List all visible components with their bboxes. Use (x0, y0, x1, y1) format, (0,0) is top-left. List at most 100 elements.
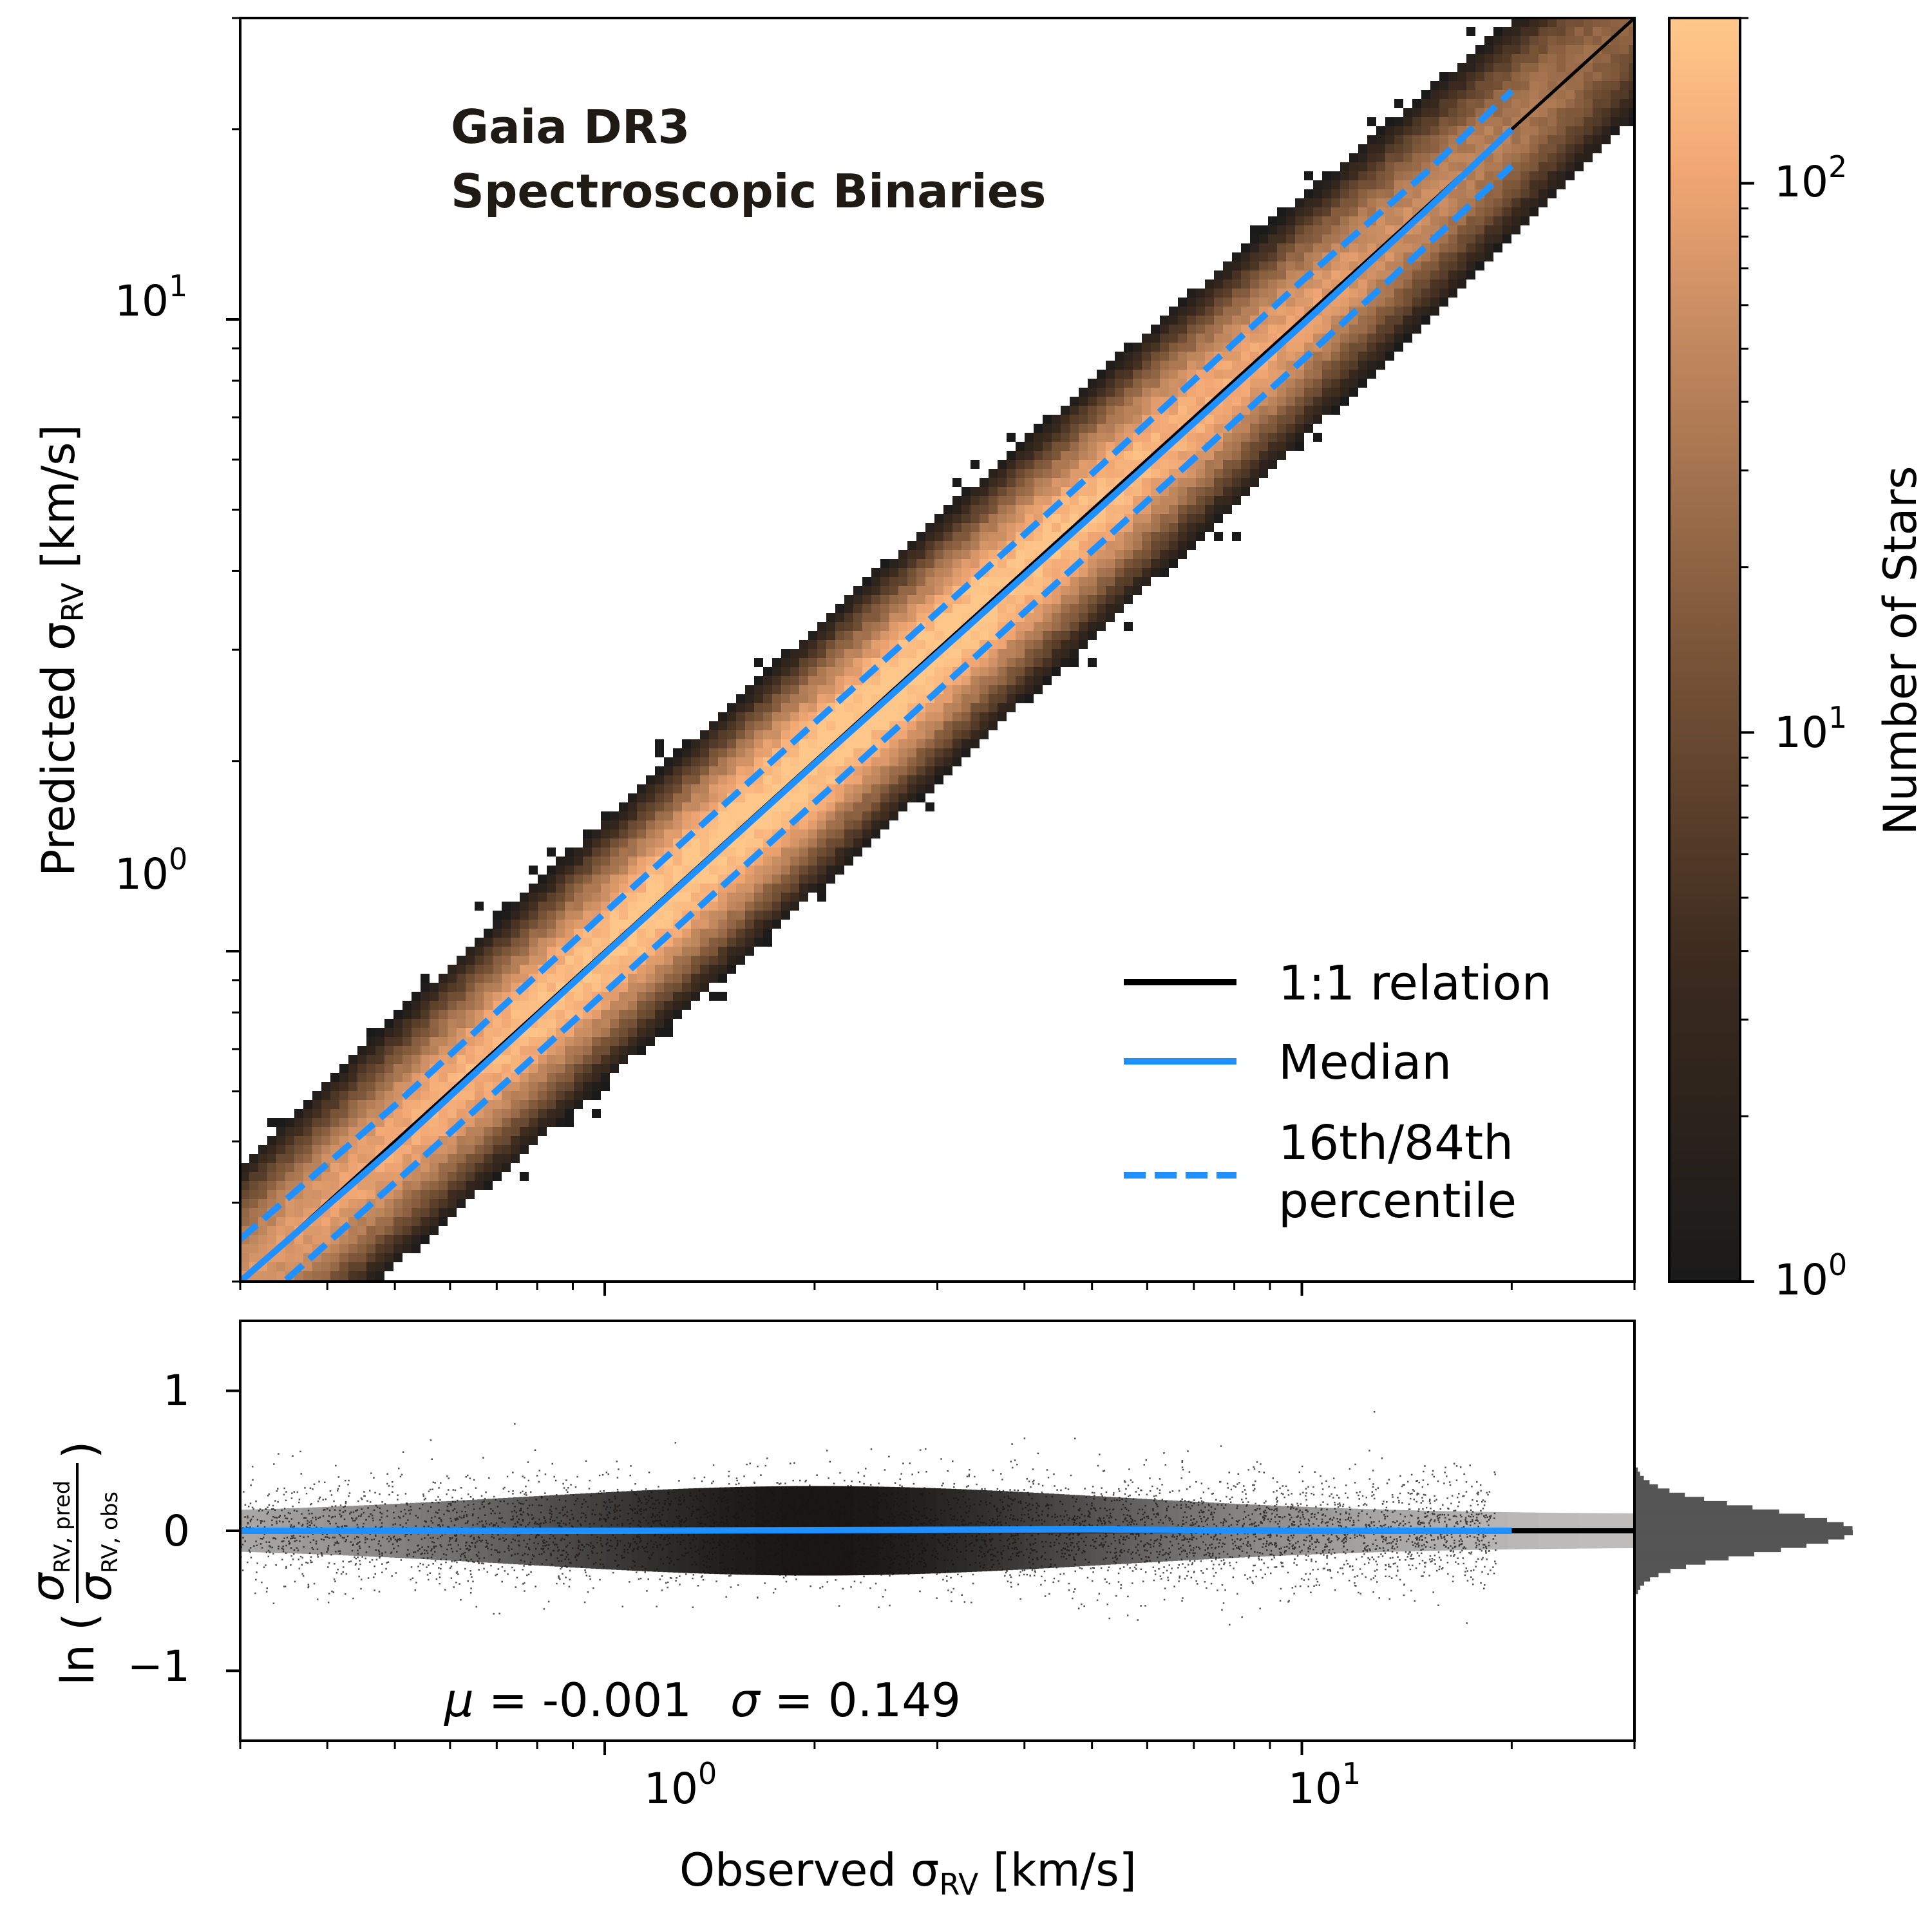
heatmap-cell (736, 893, 745, 902)
heatmap-cell (1385, 334, 1394, 343)
heatmap-cell (1268, 397, 1277, 406)
heatmap-cell (971, 685, 980, 694)
heatmap-cell (871, 694, 880, 703)
heatmap-cell (1205, 388, 1214, 397)
heatmap-cell (1088, 460, 1097, 469)
heatmap-cell (457, 1100, 466, 1109)
heatmap-cell (718, 929, 727, 938)
heatmap-cell (862, 658, 871, 667)
cbtick-10-1: 101 (1774, 700, 1847, 757)
heatmap-cell (1493, 90, 1502, 99)
heatmap-cell (700, 838, 709, 848)
heatmap-cell (547, 893, 556, 902)
heatmap-cell (736, 956, 745, 965)
heatmap-cell (1034, 487, 1043, 496)
heatmap-cell (493, 1163, 502, 1172)
heatmap-cell (889, 676, 898, 685)
heatmap-cell (1313, 379, 1322, 388)
heatmap-cell (592, 902, 601, 911)
heatmap-cell (240, 1208, 249, 1217)
heatmap-cell (682, 866, 691, 875)
heatmap-cell (934, 757, 943, 766)
heatmap-cell (565, 893, 574, 902)
heatmap-cell (700, 983, 709, 992)
histogram-bar (1634, 1480, 1650, 1485)
heatmap-cell (1016, 622, 1025, 631)
heatmap-cell (628, 838, 637, 848)
heatmap-cell (880, 631, 889, 640)
heatmap-cell (619, 1028, 628, 1037)
heatmap-cell (1151, 478, 1160, 487)
heatmap-cell (339, 1208, 348, 1217)
heatmap-cell (556, 1073, 565, 1082)
heatmap-cell (276, 1226, 285, 1235)
heatmap-cell (1106, 559, 1115, 568)
heatmap-cell (321, 1253, 330, 1262)
heatmap-cell (1205, 487, 1214, 496)
heatmap-cell (1304, 379, 1313, 388)
heatmap-cell (907, 541, 916, 550)
heatmap-cell (384, 1037, 393, 1046)
heatmap-cell (952, 694, 961, 703)
heatmap-cell (1511, 18, 1520, 27)
heatmap-cell (547, 920, 556, 929)
heatmap-cell (565, 920, 574, 929)
heatmap-cell (989, 676, 998, 685)
heatmap-cell (547, 938, 556, 947)
heatmap-cell (1367, 135, 1376, 144)
heatmap-cell (1286, 234, 1295, 243)
heatmap-cell (457, 1190, 466, 1199)
heatmap-cell (745, 838, 754, 848)
heatmap-cell (1295, 307, 1304, 316)
heatmap-cell (889, 766, 898, 775)
heatmap-cell (493, 1073, 502, 1082)
heatmap-cell (583, 829, 592, 838)
heatmap-cell (961, 550, 971, 559)
heatmap-cell (457, 992, 466, 1001)
heatmap-cell (1511, 198, 1520, 207)
heatmap-cell (1430, 289, 1439, 298)
heatmap-cell (1277, 451, 1286, 460)
heatmap-cell (583, 956, 592, 965)
heatmap-cell (745, 829, 754, 838)
heatmap-cell (439, 974, 448, 983)
heatmap-cell (556, 956, 565, 965)
heatmap-cell (1412, 144, 1421, 153)
heatmap-cell (736, 947, 745, 956)
heatmap-cell (475, 902, 484, 911)
heatmap-cell (601, 866, 610, 875)
heatmap-cell (556, 857, 565, 866)
heatmap-cell (538, 947, 547, 956)
heatmap-cell (511, 947, 520, 956)
heatmap-cell (998, 640, 1007, 649)
heatmap-cell (1548, 108, 1557, 117)
heatmap-cell (1277, 352, 1286, 361)
heatmap-cell (1448, 99, 1457, 108)
heatmap-cell (781, 857, 790, 866)
heatmap-cell (457, 1064, 466, 1073)
heatmap-cell (1439, 117, 1448, 126)
heatmap-cell (1277, 307, 1286, 316)
heatmap-cell (1358, 361, 1367, 370)
heatmap-cell (511, 956, 520, 965)
heatmap-cell (267, 1172, 276, 1181)
heatmap-cell (1142, 388, 1151, 397)
heatmap-cell (1070, 406, 1079, 415)
heatmap-cell (1016, 676, 1025, 685)
heatmap-cell (393, 1073, 402, 1082)
heatmap-cell (998, 703, 1007, 712)
heatmap-cell (1548, 162, 1557, 171)
heatmap-cell (375, 1235, 384, 1244)
heatmap-cell (1548, 171, 1557, 180)
heatmap-cell (430, 1190, 439, 1199)
heatmap-cell (439, 1163, 448, 1172)
heatmap-cell (466, 1037, 475, 1046)
heatmap-cell (493, 920, 502, 929)
heatmap-cell (348, 1235, 357, 1244)
heatmap-cell (853, 640, 862, 649)
heatmap-cell (1169, 487, 1178, 496)
heatmap-cell (574, 956, 583, 965)
heatmap-cell (691, 974, 700, 983)
heatmap-cell (808, 685, 817, 694)
heatmap-cell (1403, 307, 1412, 316)
